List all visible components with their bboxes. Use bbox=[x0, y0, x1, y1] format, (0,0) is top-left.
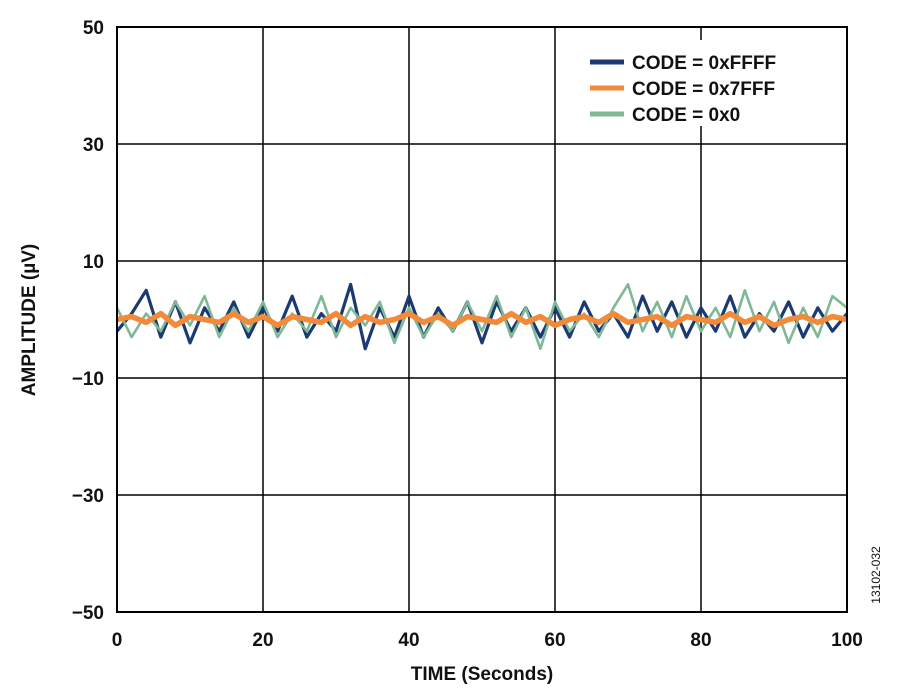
plot-frame bbox=[116, 26, 848, 613]
y-tick-label: −30 bbox=[72, 486, 104, 507]
y-tick-label: −50 bbox=[72, 603, 104, 624]
y-tick-label: 50 bbox=[83, 18, 104, 39]
x-tick-label: 80 bbox=[690, 630, 711, 651]
x-tick-label: 40 bbox=[398, 630, 419, 651]
legend-label-0: CODE = 0xFFFF bbox=[632, 53, 776, 74]
tick-labels: 0 20 40 60 80 100 −50 −30 −10 10 30 50 bbox=[72, 18, 863, 651]
legend: CODE = 0xFFFF CODE = 0x7FFF CODE = 0x0 bbox=[583, 40, 828, 126]
legend-label-2: CODE = 0x0 bbox=[632, 105, 740, 126]
x-tick-label: 0 bbox=[112, 630, 123, 651]
x-axis-label: TIME (Seconds) bbox=[411, 664, 554, 685]
series-group bbox=[115, 282, 849, 351]
figure-id: 13102-032 bbox=[869, 546, 883, 604]
legend-label-1: CODE = 0x7FFF bbox=[632, 79, 775, 100]
x-tick-label: 20 bbox=[252, 630, 273, 651]
y-tick-label: 30 bbox=[83, 135, 104, 156]
x-tick-label: 60 bbox=[544, 630, 565, 651]
y-tick-label: −10 bbox=[72, 369, 104, 390]
y-axis-label: AMPLITUDE (µV) bbox=[19, 244, 40, 396]
x-tick-label: 100 bbox=[831, 630, 863, 651]
y-tick-label: 10 bbox=[83, 252, 104, 273]
series-line-1 bbox=[116, 310, 848, 329]
